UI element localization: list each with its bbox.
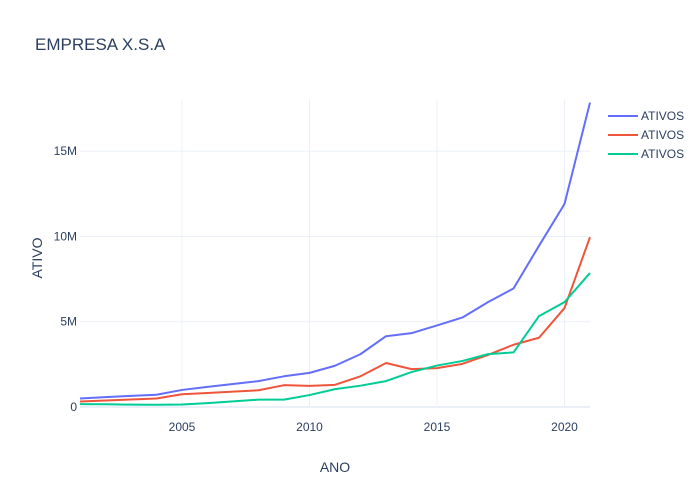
chart-title: EMPRESA X.S.A <box>35 35 166 54</box>
y-tick-label: 10M <box>54 229 77 243</box>
x-tick-label: 2020 <box>551 420 578 434</box>
x-tick-label: 2015 <box>424 420 451 434</box>
series-line-1[interactable] <box>79 102 591 400</box>
y-tick-label: 5M <box>60 315 77 329</box>
legend-label: ATIVOS <box>641 128 684 142</box>
x-tick-label: 2010 <box>296 420 323 434</box>
legend-item-2[interactable]: ATIVOS <box>608 128 684 142</box>
series-line-2[interactable] <box>79 236 591 403</box>
legend-label: ATIVOS <box>641 147 684 161</box>
x-tick-label: 2005 <box>169 420 196 434</box>
y-axis-title: ATIVO <box>29 237 45 278</box>
legend-label: ATIVOS <box>641 109 684 123</box>
series-line-3[interactable] <box>79 272 591 406</box>
legend[interactable]: ATIVOS ATIVOS ATIVOS <box>608 109 684 161</box>
grid-layer <box>80 100 590 408</box>
y-axis-ticks: 0 5M 10M 15M <box>54 144 78 414</box>
x-axis-ticks: 2005 2010 2015 2020 <box>169 420 579 434</box>
x-axis-title: ANO <box>320 459 350 475</box>
y-tick-label: 0 <box>70 400 77 414</box>
legend-item-1[interactable]: ATIVOS <box>608 109 684 123</box>
y-tick-label: 15M <box>54 144 77 158</box>
series-layer[interactable] <box>79 102 591 406</box>
legend-item-3[interactable]: ATIVOS <box>608 147 684 161</box>
